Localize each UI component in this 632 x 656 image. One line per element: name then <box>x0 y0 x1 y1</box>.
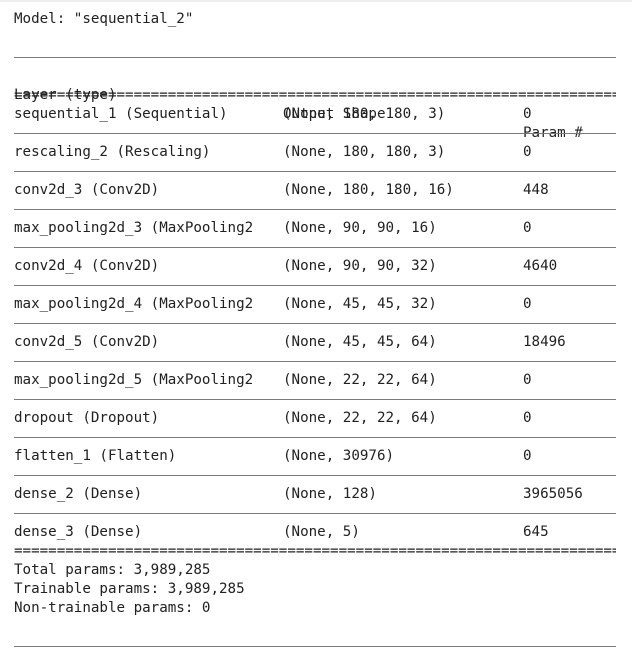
layer-output-shape: (None, 45, 45, 32) <box>283 296 437 312</box>
row-divider <box>14 238 616 257</box>
layer-param-count: 0 <box>523 410 532 426</box>
table-row: sequential_1 (Sequential) (None, 180, 180… <box>14 105 616 124</box>
layer-name: rescaling_2 (Rescaling) <box>14 144 211 160</box>
layer-name: dropout (Dropout) <box>14 410 160 426</box>
header-layer-type: Layer (type) <box>14 87 117 103</box>
layer-param-count: 0 <box>523 144 532 160</box>
top-rule <box>14 48 616 67</box>
row-divider <box>14 390 616 409</box>
table-row: max_pooling2d_5 (MaxPooling2 (None, 22, 2… <box>14 371 616 390</box>
layer-param-count: 4640 <box>523 258 558 274</box>
table-row: conv2d_3 (Conv2D) (None, 180, 180, 16) 448 <box>14 181 616 200</box>
layer-name: flatten_1 (Flatten) <box>14 448 177 464</box>
layer-name: dense_2 (Dense) <box>14 486 143 502</box>
table-row: dropout (Dropout) (None, 22, 22, 64) 0 <box>14 409 616 428</box>
layer-param-count: 18496 <box>523 334 566 350</box>
row-divider <box>14 200 616 219</box>
layer-output-shape: (None, 45, 45, 64) <box>283 334 437 350</box>
layer-param-count: 0 <box>523 220 532 236</box>
row-divider <box>14 352 616 371</box>
layer-param-count: 448 <box>523 182 549 198</box>
table-row: dense_3 (Dense) (None, 5) 645 <box>14 523 616 542</box>
row-divider <box>14 276 616 295</box>
trainable-params: Trainable params: 3,989,285 <box>14 581 245 597</box>
row-divider <box>14 504 616 523</box>
non-trainable-params: Non-trainable params: 0 <box>14 600 211 616</box>
layer-name: dense_3 (Dense) <box>14 524 143 540</box>
footer-separator: ========================================… <box>14 543 616 559</box>
layer-output-shape: (None, 180, 180, 16) <box>283 182 454 198</box>
layer-param-count: 0 <box>523 448 532 464</box>
layer-name: conv2d_3 (Conv2D) <box>14 182 160 198</box>
layer-param-count: 3965056 <box>523 486 583 502</box>
table-row: conv2d_4 (Conv2D) (None, 90, 90, 32) 4640 <box>14 257 616 276</box>
total-params: Total params: 3,989,285 <box>14 562 211 578</box>
model-title: Model: "sequential_2" <box>14 11 194 27</box>
table-row: rescaling_2 (Rescaling) (None, 180, 180, … <box>14 143 616 162</box>
header-output-shape: Output Shape <box>283 106 386 122</box>
layer-output-shape: (None, 30976) <box>283 448 395 464</box>
bottom-rule <box>14 637 616 656</box>
table-row: conv2d_5 (Conv2D) (None, 45, 45, 64) 18496 <box>14 333 616 352</box>
table-row: flatten_1 (Flatten) (None, 30976) 0 <box>14 447 616 466</box>
layer-output-shape: (None, 90, 90, 16) <box>283 220 437 236</box>
layer-output-shape: (None, 90, 90, 32) <box>283 258 437 274</box>
layer-output-shape: (None, 180, 180, 3) <box>283 106 446 122</box>
layer-param-count: 0 <box>523 106 532 122</box>
layer-name: max_pooling2d_5 (MaxPooling2 <box>14 372 254 388</box>
layer-output-shape: (None, 128) <box>283 486 377 502</box>
row-divider <box>14 162 616 181</box>
layer-output-shape: (None, 180, 180, 3) <box>283 144 446 160</box>
layer-name: conv2d_4 (Conv2D) <box>14 258 160 274</box>
layer-param-count: 0 <box>523 296 532 312</box>
layer-param-count: 0 <box>523 372 532 388</box>
layer-output-shape: (None, 5) <box>283 524 360 540</box>
layer-output-shape: (None, 22, 22, 64) <box>283 372 437 388</box>
row-divider <box>14 314 616 333</box>
header-row: Layer (type) Output Shape Param # <box>14 67 616 141</box>
layer-name: max_pooling2d_4 (MaxPooling2 <box>14 296 254 312</box>
cell-top-border <box>0 0 632 2</box>
table-row: dense_2 (Dense) (None, 128) 3965056 <box>14 485 616 504</box>
layer-output-shape: (None, 22, 22, 64) <box>283 410 437 426</box>
spacer <box>14 29 616 48</box>
row-divider <box>14 124 616 143</box>
row-divider <box>14 428 616 447</box>
layer-name: max_pooling2d_3 (MaxPooling2 <box>14 220 254 236</box>
table-row: max_pooling2d_3 (MaxPooling2 (None, 90, 9… <box>14 219 616 238</box>
layer-table: sequential_1 (Sequential) (None, 180, 180… <box>14 105 616 542</box>
header-separator: ========================================… <box>14 87 616 103</box>
row-divider <box>14 466 616 485</box>
table-row: max_pooling2d_4 (MaxPooling2 (None, 45, 4… <box>14 295 616 314</box>
layer-name: conv2d_5 (Conv2D) <box>14 334 160 350</box>
layer-name: sequential_1 (Sequential) <box>14 106 228 122</box>
model-summary-output: Model: "sequential_2" Layer (type) Outpu… <box>14 10 616 656</box>
layer-param-count: 645 <box>523 524 549 540</box>
